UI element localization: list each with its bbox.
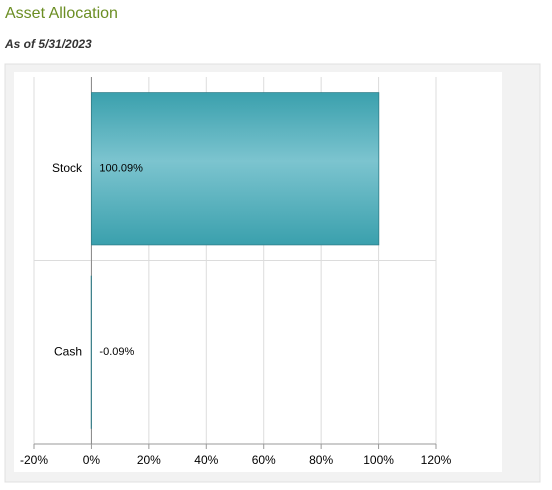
chart-subtitle: As of 5/31/2023 — [5, 37, 92, 51]
x-tick-label: 120% — [421, 453, 452, 467]
bar — [91, 92, 380, 246]
x-tick-label: 80% — [309, 453, 333, 467]
x-tick-label: 0% — [83, 453, 101, 467]
x-tick-label: 40% — [194, 453, 218, 467]
x-tick-label: 20% — [137, 453, 161, 467]
chart-title: Asset Allocation — [5, 5, 118, 22]
y-tick-label: Stock — [52, 161, 83, 175]
x-tick-label: 60% — [252, 453, 276, 467]
value-label: 100.09% — [99, 163, 143, 175]
value-label: -0.09% — [99, 346, 134, 358]
x-tick-label: -20% — [20, 453, 48, 467]
x-tick-label: 100% — [363, 453, 394, 467]
y-tick-label: Cash — [54, 344, 82, 358]
